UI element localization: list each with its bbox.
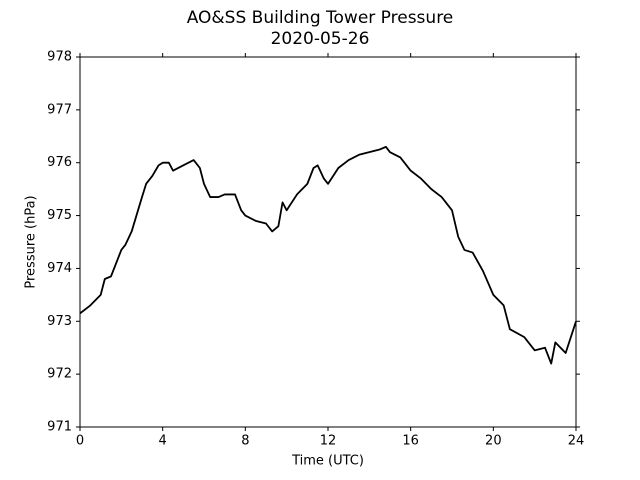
x-tick-label: 0 bbox=[76, 434, 84, 449]
chart-title: AO&SS Building Tower Pressure bbox=[187, 8, 454, 28]
x-tick-label: 8 bbox=[241, 434, 249, 449]
y-tick-label: 978 bbox=[47, 50, 72, 65]
x-axis-label: Time (UTC) bbox=[291, 454, 364, 469]
y-axis-label: Pressure (hPa) bbox=[24, 195, 39, 288]
y-tick-label: 973 bbox=[47, 314, 72, 329]
x-tick-label: 24 bbox=[568, 434, 585, 449]
y-tick-label: 975 bbox=[47, 208, 72, 223]
x-tick-label: 20 bbox=[485, 434, 502, 449]
y-tick-label: 971 bbox=[47, 420, 72, 435]
y-tick-label: 976 bbox=[47, 155, 72, 170]
x-tick-label: 12 bbox=[320, 434, 337, 449]
y-tick-label: 974 bbox=[47, 261, 72, 276]
x-tick-label: 16 bbox=[402, 434, 419, 449]
y-tick-label: 977 bbox=[47, 102, 72, 117]
chart-subtitle: 2020-05-26 bbox=[271, 29, 370, 49]
y-tick-label: 972 bbox=[47, 367, 72, 382]
x-tick-label: 4 bbox=[159, 434, 167, 449]
data-line bbox=[79, 145, 577, 365]
plot-frame bbox=[79, 56, 577, 428]
